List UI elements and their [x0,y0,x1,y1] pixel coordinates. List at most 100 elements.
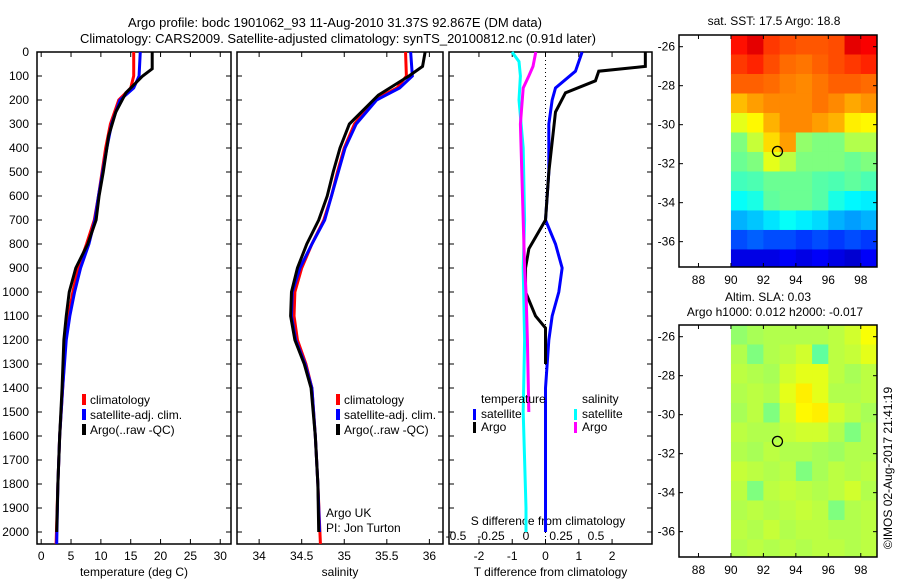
map-cell [860,402,878,423]
map-cell [763,73,781,94]
lat-tick-label: -26 [658,40,676,54]
map-cell [812,229,829,250]
map-frame-sla-map [678,324,878,558]
map-cell [828,519,846,540]
map-cell [860,344,878,365]
map-cell [828,480,846,501]
map-cell [812,383,829,404]
map-cell [795,35,813,55]
x2-axis-label: S difference from climatology [471,514,626,528]
map-cell [812,402,829,423]
map-cell [730,171,748,192]
map-cell [828,402,846,423]
legend-swatch-argo [336,424,340,435]
map-frame-sst-map [678,34,878,268]
map-cell [763,383,781,404]
map-cell [747,229,764,250]
map-cell [795,93,813,114]
map-cell [844,441,862,462]
map-cell [747,480,764,501]
map-cell [828,229,846,250]
title-line1: Argo profile: bodc 1901062_93 11-Aug-201… [128,15,542,30]
x-tick-label: 36 [423,549,437,563]
map-cell [747,210,764,231]
map-cell [812,344,829,365]
map-cell [730,500,748,521]
map-cell [812,132,829,153]
map-cell [730,539,748,558]
map-cell [747,35,764,55]
map-cell [828,210,846,231]
map-cell [779,171,797,192]
map-cell [779,539,797,558]
legend-label-satellite: satellite-adj. clim. [344,408,436,422]
map-cell [763,325,781,345]
depth-tick-label: 100 [9,69,29,83]
depth-tick-label: 1900 [2,501,29,515]
map-cell [844,249,862,268]
map-cell [828,171,846,192]
map-cell [763,441,781,462]
map-cell [828,461,846,482]
map-cell [860,151,878,172]
x2-tick-label: -0.5 [446,529,467,543]
title-line2: Climatology: CARS2009. Satellite-adjuste… [80,31,596,46]
legend-swatch-argo [82,424,86,435]
lon-tick-label: 94 [789,563,803,577]
series-line-Argo-raw-QC- [55,52,154,533]
lon-tick-label: 98 [854,563,868,577]
map-cell [730,132,748,153]
map-cell [779,344,797,365]
map-cell [730,422,748,443]
depth-tick-label: 1100 [3,309,29,323]
map-cell [860,171,878,192]
sla-map-subtitle: Argo h1000: 0.012 h2000: -0.017 [687,305,863,319]
map-cell [747,132,764,153]
lon-tick-label: 90 [724,273,738,287]
map-cell [812,190,829,211]
legend-swatch-argo [574,422,577,433]
sla-map-title: Altim. SLA: 0.03 [725,290,811,304]
legend-swatch-satellite [473,409,476,420]
map-cell [795,402,813,423]
map-cell [795,171,813,192]
map-cell [747,249,764,268]
lat-tick-label: -30 [658,408,676,422]
map-cell [860,422,878,443]
depth-tick-label: 1500 [2,405,29,419]
map-cell [844,210,862,231]
map-cell [844,402,862,423]
series-line-satellite-adj-clim- [289,51,414,533]
map-cell [747,112,764,133]
map-cell [812,500,829,521]
map-cell [828,383,846,404]
map-cell [860,480,878,501]
map-cell [860,132,878,153]
depth-tick-label: 1200 [2,333,29,347]
depth-tick-label: 1300 [2,357,29,371]
lat-tick-label: -36 [658,525,676,539]
map-cell [795,132,813,153]
depth-tick-label: 1600 [2,429,29,443]
panel-frame-difference [448,51,653,545]
map-cell [730,190,748,211]
map-cell [779,112,797,133]
map-cell [812,422,829,443]
map-cell [730,54,748,75]
map-cell [860,363,878,384]
map-cell [860,210,878,231]
map-cell [747,461,764,482]
map-cell [763,54,781,75]
x-tick-label: -1 [507,549,518,563]
map-cell [812,112,829,133]
map-cell [844,229,862,250]
sst-map-title: sat. SST: 17.5 Argo: 18.8 [708,14,841,28]
map-cell [828,422,846,443]
map-cell [860,249,878,268]
map-cell [779,210,797,231]
map-cell [795,441,813,462]
x2-tick-label: 0 [523,529,530,543]
depth-tick-label: 900 [9,261,29,275]
map-cell [779,325,797,345]
